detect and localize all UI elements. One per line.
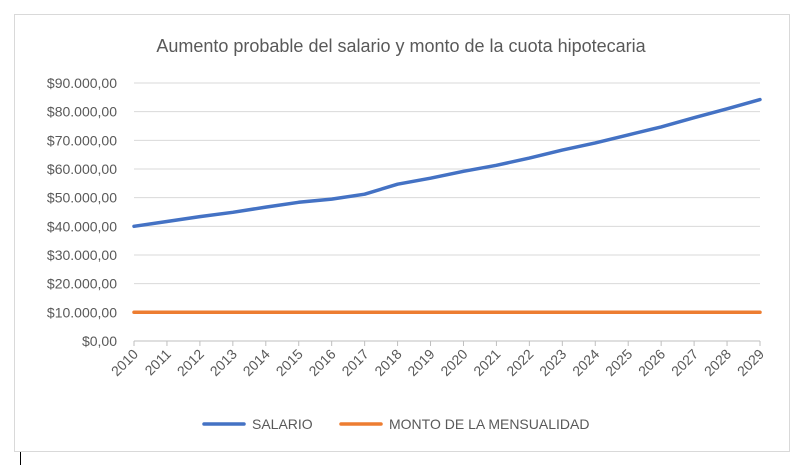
y-tick-label: $30.000,00 [47, 247, 117, 263]
x-tick-label: 2020 [437, 346, 470, 379]
x-tick-label: 2019 [404, 346, 437, 379]
legend-label: SALARIO [252, 416, 313, 432]
x-tick-label: 2027 [668, 346, 701, 379]
y-tick-label: $80.000,00 [47, 104, 117, 120]
y-tick-label: $60.000,00 [47, 161, 117, 177]
y-tick-label: $10.000,00 [47, 304, 117, 320]
x-tick-label: 2014 [240, 346, 273, 379]
x-tick-label: 2022 [503, 346, 536, 379]
series-lines [132, 97, 762, 315]
x-tick-label: 2013 [207, 346, 240, 379]
x-tick-label: 2017 [338, 346, 371, 379]
x-tick-label: 2024 [569, 346, 602, 379]
x-tick-label: 2029 [734, 346, 767, 379]
x-tick-label: 2018 [371, 346, 404, 379]
y-tick-label: $70.000,00 [47, 132, 117, 148]
legend-label: MONTO DE LA MENSUALIDAD [389, 416, 589, 432]
y-tick-label: $90.000,00 [47, 75, 117, 91]
text-cursor [20, 452, 21, 465]
series-line-salario [132, 97, 762, 229]
x-tick-label: 2026 [635, 346, 668, 379]
y-tick-label: $20.000,00 [47, 276, 117, 292]
x-tick-label: 2021 [470, 346, 503, 379]
x-tick-label: 2010 [108, 346, 141, 379]
y-tick-label: $50.000,00 [47, 190, 117, 206]
chart-frame [14, 14, 790, 452]
chart-title: Aumento probable del salario y monto de … [156, 36, 646, 56]
gridlines [134, 82, 760, 342]
x-tick-label: 2023 [536, 346, 569, 379]
x-tick-label: 2016 [305, 346, 338, 379]
y-axis: $0,00 $10.000,00 $20.000,00 $30.000,00 $40.0… [47, 75, 117, 349]
y-tick-label: $0,00 [82, 333, 117, 349]
x-tick-label: 2012 [174, 346, 207, 379]
x-axis: 2010 2011 2012 2013 2014 2015 2016 2017 2018 2019… [108, 341, 767, 379]
x-tick-label: 2025 [602, 346, 635, 379]
x-tick-label: 2011 [141, 346, 174, 379]
x-tick-label: 2028 [701, 346, 734, 379]
legend: SALARIO MONTO DE LA MENSUALIDAD [202, 416, 589, 432]
x-tick-label: 2015 [273, 346, 306, 379]
y-tick-label: $40.000,00 [47, 218, 117, 234]
